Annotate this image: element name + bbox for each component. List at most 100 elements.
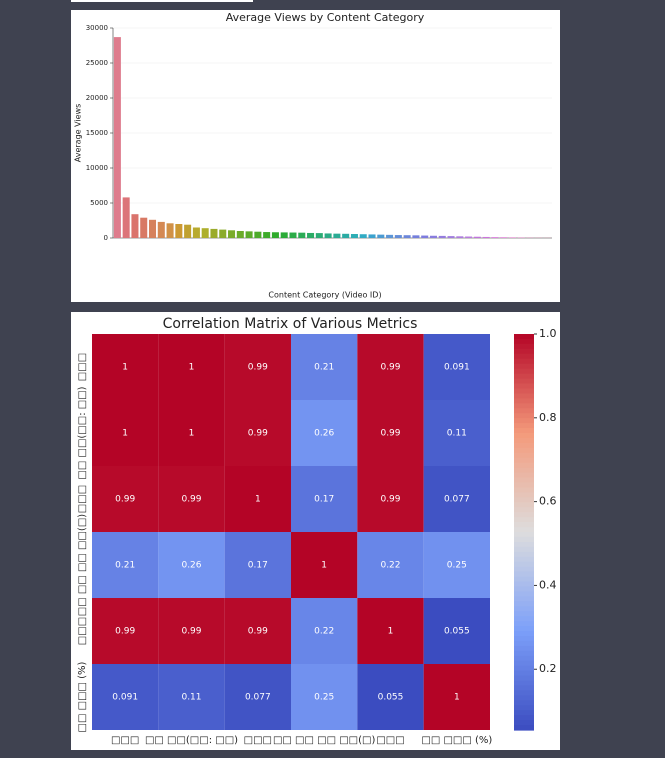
colorbar-segment [514,373,534,380]
bar [192,227,200,238]
colorbar-segment [514,541,534,548]
colorbar-segment [514,626,534,632]
cell-label: 0.99 [181,495,201,505]
bar [157,221,165,238]
heat-cell [357,664,424,730]
bar [219,229,227,238]
colorbar-segment [514,452,534,459]
bar [307,232,315,238]
bar [166,223,174,238]
cell-label: 0.11 [181,693,201,703]
colorbar-segment [514,650,534,657]
colorbar-segment [514,566,534,573]
colorbar-segment [514,611,534,617]
y-tick-label: □□ □□ □□ □□(□) [77,514,88,616]
bar [140,217,148,238]
colorbar-segment [514,437,534,444]
colorbar-segment [514,393,534,399]
colorbar-segment [514,472,534,479]
bar [429,235,437,238]
colorbar-tick-label: 1.0 [539,327,557,340]
heat-cell [92,532,159,598]
heat-cell [224,466,291,532]
cell-label: 0.99 [115,627,135,637]
colorbar-segment [514,576,534,583]
colorbar-segment [514,358,534,365]
colorbar-segment [514,670,534,677]
colorbar-segment [514,467,534,474]
colorbar-segment [514,447,534,454]
heat-cell [291,466,358,532]
bar [342,233,350,238]
bar [508,237,517,238]
x-axis-label: Content Category (Video ID) [268,291,381,300]
y-tick-label: □□ □□(□□: □□) [77,386,88,479]
heat-cell [92,466,159,532]
colorbar-segment [514,601,534,607]
colorbar-segment [514,665,534,672]
heat-cell [224,664,291,730]
colorbar-segment [514,655,534,662]
heat-cell [357,400,424,466]
heat-cell [224,334,291,400]
colorbar-segment [514,695,534,701]
cell-label: 0.077 [245,693,271,703]
cell-label: 0.055 [378,693,404,703]
y-tick-label: □□□ [77,353,88,381]
colorbar-segment [514,462,534,469]
top-strip [71,0,253,2]
heat-cell [291,400,358,466]
bar [438,235,446,238]
heat-cell [158,334,225,400]
bar [254,231,262,238]
colorbar-segment [514,715,534,721]
cell-label: 1 [122,429,128,439]
heat-cell [423,598,490,664]
colorbar-segment [514,398,534,404]
x-tick-label: □□□ [376,735,404,746]
bar-title: Average Views by Content Category [226,11,425,24]
cell-label: 0.26 [181,561,201,571]
colorbar-segment [514,403,534,409]
heat-cell [423,466,490,532]
x-tick-label: □□ □□□ (%) [421,735,492,746]
heat-cell [224,400,291,466]
x-tick-label: □□□ [244,735,272,746]
colorbar-segment [514,685,534,691]
colorbar-segment [514,507,534,513]
colorbar-tick-label: 0.8 [539,411,557,424]
heat-cell [291,532,358,598]
colorbar-segment [514,660,534,667]
cell-label: 1 [321,561,327,571]
y-tick-label: 30000 [86,24,108,32]
heat-cell [291,598,358,664]
bar [500,237,508,238]
cell-label: 0.99 [380,495,400,505]
bar [113,37,121,238]
colorbar-segment [514,428,534,434]
heat-cell [357,466,424,532]
cell-label: 0.077 [444,495,470,505]
colorbar-segment [514,591,534,597]
x-tick-label: □□ □□ □□ □□(□) [273,735,375,746]
bar [386,234,394,238]
cell-label: 0.99 [380,363,400,373]
cell-label: 0.99 [380,429,400,439]
cell-label: 0.99 [181,627,201,637]
bar [403,235,411,238]
bar [298,232,306,238]
y-tick-label: 25000 [86,59,108,67]
bar [324,233,332,238]
colorbar-segment [514,680,534,687]
cell-label: 0.11 [447,429,467,439]
colorbar-segment [514,492,534,498]
heat-cell [158,598,225,664]
cell-label: 0.99 [248,627,268,637]
cell-label: 0.99 [248,429,268,439]
colorbar-segment [514,720,534,726]
bar [482,236,490,238]
colorbar-segment [514,581,534,588]
bar [236,231,244,238]
bar [394,235,402,238]
bar [228,230,236,238]
